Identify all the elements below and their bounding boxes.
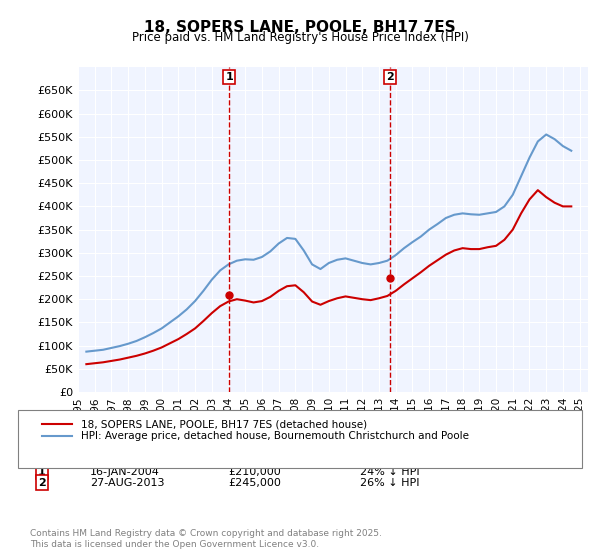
Text: 18, SOPERS LANE, POOLE, BH17 7ES (detached house): 18, SOPERS LANE, POOLE, BH17 7ES (detach… [81, 419, 367, 430]
Text: 2: 2 [386, 72, 394, 82]
Text: 18, SOPERS LANE, POOLE, BH17 7ES: 18, SOPERS LANE, POOLE, BH17 7ES [144, 20, 456, 35]
Text: Price paid vs. HM Land Registry's House Price Index (HPI): Price paid vs. HM Land Registry's House … [131, 31, 469, 44]
Text: 16-JAN-2004: 16-JAN-2004 [90, 466, 160, 477]
Text: HPI: Average price, detached house, Bournemouth Christchurch and Poole: HPI: Average price, detached house, Bour… [81, 431, 469, 441]
Text: 2: 2 [38, 478, 46, 488]
Text: Contains HM Land Registry data © Crown copyright and database right 2025.
This d: Contains HM Land Registry data © Crown c… [30, 529, 382, 549]
Text: £245,000: £245,000 [228, 478, 281, 488]
Text: £210,000: £210,000 [228, 466, 281, 477]
Text: 1: 1 [38, 466, 46, 477]
Text: 26% ↓ HPI: 26% ↓ HPI [360, 478, 419, 488]
Text: 27-AUG-2013: 27-AUG-2013 [90, 478, 164, 488]
Text: 1: 1 [225, 72, 233, 82]
Text: 24% ↓ HPI: 24% ↓ HPI [360, 466, 419, 477]
